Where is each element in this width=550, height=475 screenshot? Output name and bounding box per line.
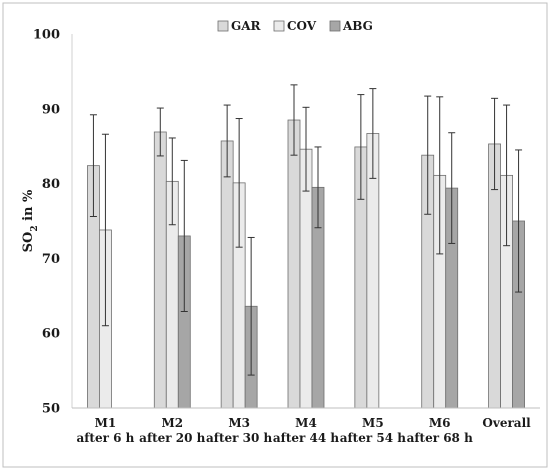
y-tick-label: 70 xyxy=(42,252,60,267)
outer-border xyxy=(2,2,548,468)
bar-gar xyxy=(220,140,234,409)
x-tick-label-line: M1 xyxy=(95,416,117,430)
bar-gar xyxy=(153,131,167,409)
x-tick-label: M5 after 54 h xyxy=(340,416,406,445)
x-tick-label: M4 after 44 h xyxy=(273,416,339,445)
legend-label-cov: COV xyxy=(287,19,317,33)
x-tick-label: M6 after 68 h xyxy=(407,416,473,445)
x-tick-label-line: after 30 h xyxy=(206,431,272,445)
legend-label-gar: GAR xyxy=(231,19,262,33)
y-axis-title-main: SO xyxy=(21,232,36,253)
error-bars-layer xyxy=(89,84,523,376)
x-tick-label-line: Overall xyxy=(482,416,531,430)
y-tick-label: 50 xyxy=(42,402,60,417)
legend-swatch-gar xyxy=(217,20,229,32)
x-tick-label-line: after 20 h xyxy=(139,431,205,445)
x-tick-label-line: M5 xyxy=(362,416,384,430)
x-tick-label: M3 after 30 h xyxy=(206,416,272,445)
x-tick-label-line: after 68 h xyxy=(407,431,473,445)
x-tick-label: M1 after 6 h xyxy=(76,416,134,445)
x-tick-label-line: after 6 h xyxy=(76,431,134,445)
legend: GAR COV ABG xyxy=(217,19,373,33)
x-tick-label-line: M6 xyxy=(429,416,451,430)
x-tick-label: M2 after 20 h xyxy=(139,416,205,445)
x-axis: M1 after 6 hM2 after 20 hM3 after 30 hM4 aft… xyxy=(72,407,540,445)
x-tick-label-line: M4 xyxy=(295,416,317,430)
y-tick-label: 60 xyxy=(42,327,60,342)
y-tick-label: 90 xyxy=(42,102,60,117)
x-tick-label-line: M3 xyxy=(228,416,250,430)
legend-swatch-abg xyxy=(329,20,341,32)
legend-swatch-cov xyxy=(273,20,285,32)
x-tick-label-line: after 44 h xyxy=(273,431,339,445)
y-axis-title-subscript: 2 xyxy=(30,225,40,231)
legend-label-abg: ABG xyxy=(342,19,373,33)
x-tick-label-line: M2 xyxy=(161,416,183,430)
y-tick-label: 80 xyxy=(42,177,60,192)
y-tick-label: 100 xyxy=(33,28,60,43)
bar-gar xyxy=(287,119,301,409)
y-axis-title-rest: in % xyxy=(21,189,36,225)
y-axis: 50 60 70 80 90 100 xyxy=(33,28,73,417)
x-tick-label: Overall xyxy=(482,416,531,430)
y-axis-title: SO2 in % xyxy=(21,189,40,252)
x-tick-label-line: after 54 h xyxy=(340,431,406,445)
chart-frame xyxy=(2,2,548,468)
